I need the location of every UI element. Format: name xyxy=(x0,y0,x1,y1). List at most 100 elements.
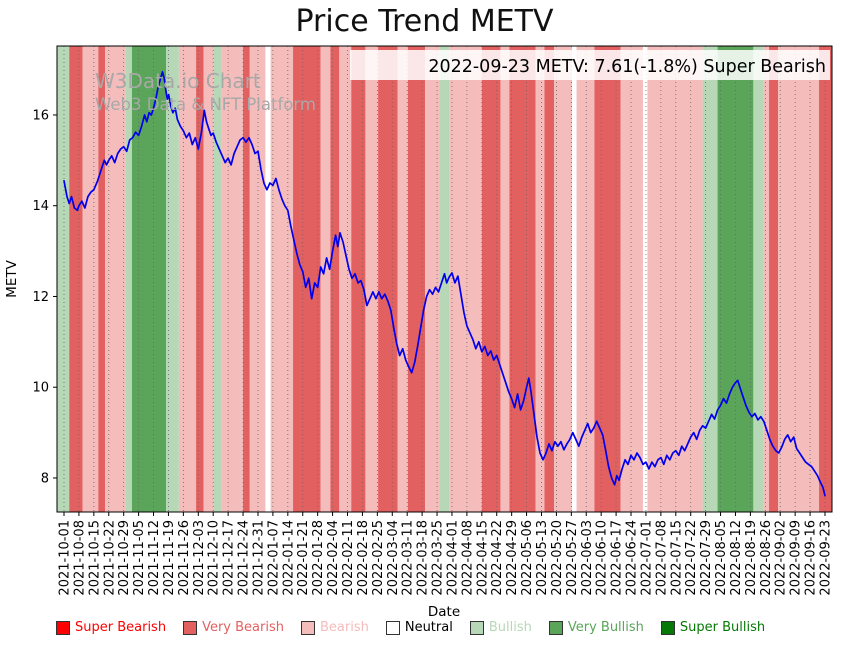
x-tick-label: 2022-09-09 xyxy=(789,520,804,596)
sentiment-band-bullish xyxy=(125,46,132,512)
sentiment-band-bearish xyxy=(397,46,408,512)
sentiment-band-very_bearish xyxy=(407,46,426,512)
y-tick-label: 12 xyxy=(32,290,49,305)
x-tick-label: 2021-11-12 xyxy=(147,520,162,596)
x-tick-label: 2022-07-08 xyxy=(654,520,669,596)
x-tick-label: 2021-11-19 xyxy=(162,520,177,596)
watermark-line1: W3Data.io Chart xyxy=(95,69,261,93)
x-tick-label: 2022-04-08 xyxy=(460,520,475,596)
x-tick-label: 2021-10-15 xyxy=(87,520,102,596)
x-tick-label: 2022-05-20 xyxy=(550,520,565,596)
x-tick-label: 2021-10-29 xyxy=(117,520,132,596)
x-tick-label: 2022-01-14 xyxy=(281,520,296,596)
x-tick-label: 2022-09-02 xyxy=(774,520,789,596)
x-tick-label: 2022-04-22 xyxy=(490,520,505,596)
sentiment-band-bearish xyxy=(763,46,770,512)
x-tick-label: 2021-12-17 xyxy=(222,520,237,596)
x-tick-label: 2022-06-17 xyxy=(610,520,625,596)
sentiment-band-very_bullish xyxy=(131,46,167,512)
legend-item-super_bearish: Super Bearish xyxy=(56,620,166,635)
x-tick-label: 2022-01-21 xyxy=(296,520,311,596)
sentiment-band-bearish xyxy=(82,46,99,512)
x-tick-label: 2022-08-05 xyxy=(714,520,729,596)
x-tick-label: 2022-05-27 xyxy=(565,520,580,596)
x-tick-label: 2022-04-29 xyxy=(505,520,520,596)
legend-swatch-bearish xyxy=(300,620,315,635)
x-tick-label: 2022-08-26 xyxy=(759,520,774,596)
sentiment-band-bearish xyxy=(500,46,510,512)
x-tick-label: 2022-09-23 xyxy=(819,520,834,596)
y-tick-label: 8 xyxy=(41,471,49,486)
x-tick-label: 2022-07-01 xyxy=(639,520,654,596)
legend-swatch-very_bearish xyxy=(183,620,198,635)
sentiment-band-very_bearish xyxy=(98,46,106,512)
sentiment-band-bearish xyxy=(365,46,379,512)
sentiment-band-bearish xyxy=(554,46,573,512)
x-tick-label: 2021-12-24 xyxy=(237,520,252,596)
sentiment-band-bullish xyxy=(57,46,70,512)
x-axis-label: Date xyxy=(428,604,460,620)
x-tick-label: 2022-07-15 xyxy=(669,520,684,596)
legend-label-neutral: Neutral xyxy=(404,620,453,635)
sentiment-band-very_bearish xyxy=(544,46,555,512)
plot-frame xyxy=(56,45,833,513)
price-line xyxy=(63,71,826,497)
y-tick-label: 16 xyxy=(32,108,49,123)
x-tick-label: 2022-03-04 xyxy=(386,520,401,596)
x-tick-label: 2022-02-25 xyxy=(371,520,386,596)
sentiment-band-bearish xyxy=(647,46,703,512)
x-tick-label: 2022-06-03 xyxy=(580,520,595,596)
sentiment-band-very_bearish xyxy=(378,46,398,512)
plot-dynamic-layer: 2021-10-01 2021-10-08 2021-10-15 2021-10-22… xyxy=(32,45,834,596)
legend-label-bearish: Bearish xyxy=(319,620,369,635)
sentiment-band-very_bearish xyxy=(196,46,204,512)
legend-swatch-very_bullish xyxy=(548,620,563,635)
y-axis-label: METV xyxy=(4,259,20,297)
sentiment-band-very_bearish xyxy=(293,46,321,512)
chart-title: Price Trend METV xyxy=(295,4,554,39)
sentiment-band-bearish xyxy=(576,46,595,512)
sentiment-band-bullish xyxy=(702,46,718,512)
sentiment-band-bearish xyxy=(535,46,545,512)
annotation-text: 2022-09-23 METV: 7.61(-1.8%) Super Beari… xyxy=(428,57,826,77)
sentiment-band-bullish xyxy=(213,46,222,512)
x-tick-label: 2022-02-18 xyxy=(356,520,371,596)
x-tick-label: 2022-09-16 xyxy=(804,520,819,596)
legend-swatch-super_bearish xyxy=(56,620,70,635)
x-tick-label: 2022-01-07 xyxy=(266,520,281,596)
sentiment-band-very_bearish xyxy=(769,46,778,512)
x-tick-label: 2022-03-11 xyxy=(401,520,416,596)
x-tick-label: 2022-03-25 xyxy=(431,520,446,596)
sentiment-band-bearish xyxy=(425,46,441,512)
x-tick-label: 2021-12-03 xyxy=(192,520,207,596)
x-tick-label: 2021-10-08 xyxy=(72,520,87,596)
x-tick-label: 2022-07-29 xyxy=(699,520,714,596)
sentiment-band-bearish xyxy=(449,46,482,512)
x-tick-label: 2021-11-26 xyxy=(177,520,192,596)
sentiment-band-very_bearish xyxy=(819,46,832,512)
sentiment-band-bearish xyxy=(203,46,214,512)
x-tick-label: 2022-07-22 xyxy=(684,520,699,596)
legend-item-very_bullish: Very Bullish xyxy=(548,620,644,635)
x-tick-label: 2021-12-31 xyxy=(251,520,266,596)
legend-item-neutral: Neutral xyxy=(385,620,453,635)
legend-swatch-bullish xyxy=(469,620,484,635)
sentiment-band-very_bearish xyxy=(594,46,621,512)
legend-swatch-super_bullish xyxy=(660,620,675,635)
x-tick-label: 2022-03-18 xyxy=(416,520,431,596)
legend-label-bullish: Bullish xyxy=(488,620,532,635)
watermark-line2: Web3 Data & NFT Platform xyxy=(95,95,316,114)
x-tick-label: 2022-05-06 xyxy=(520,520,535,596)
sentiment-band-bearish xyxy=(320,46,331,512)
sentiment-band-very_bearish xyxy=(69,46,83,512)
x-tick-label: 2022-05-13 xyxy=(535,520,550,596)
sentiment-band-very_bearish xyxy=(509,46,536,512)
legend-label-very_bearish: Very Bearish xyxy=(202,620,284,635)
x-tick-label: 2022-01-28 xyxy=(311,520,326,596)
x-tick-label: 2021-11-05 xyxy=(132,520,147,596)
sentiment-band-bearish xyxy=(270,46,294,512)
legend-item-bullish: Bullish xyxy=(469,620,532,635)
legend-item-bearish: Bearish xyxy=(300,620,369,635)
